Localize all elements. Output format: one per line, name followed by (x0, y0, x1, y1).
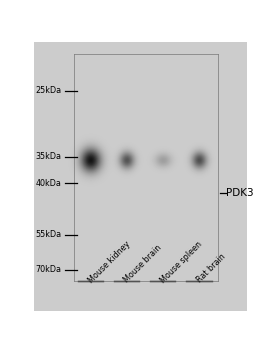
Text: 35kDa: 35kDa (36, 152, 62, 161)
Text: 55kDa: 55kDa (36, 230, 62, 239)
Bar (73, 54, 218, 280)
Text: PDK3: PDK3 (226, 188, 254, 198)
Text: 40kDa: 40kDa (36, 179, 62, 188)
Text: Mouse spleen: Mouse spleen (158, 239, 204, 285)
Text: 70kDa: 70kDa (36, 265, 62, 274)
Text: 25kDa: 25kDa (36, 86, 62, 95)
Text: Mouse kidney: Mouse kidney (86, 239, 132, 285)
Text: Mouse brain: Mouse brain (122, 243, 164, 285)
Text: Rat brain: Rat brain (195, 252, 227, 285)
